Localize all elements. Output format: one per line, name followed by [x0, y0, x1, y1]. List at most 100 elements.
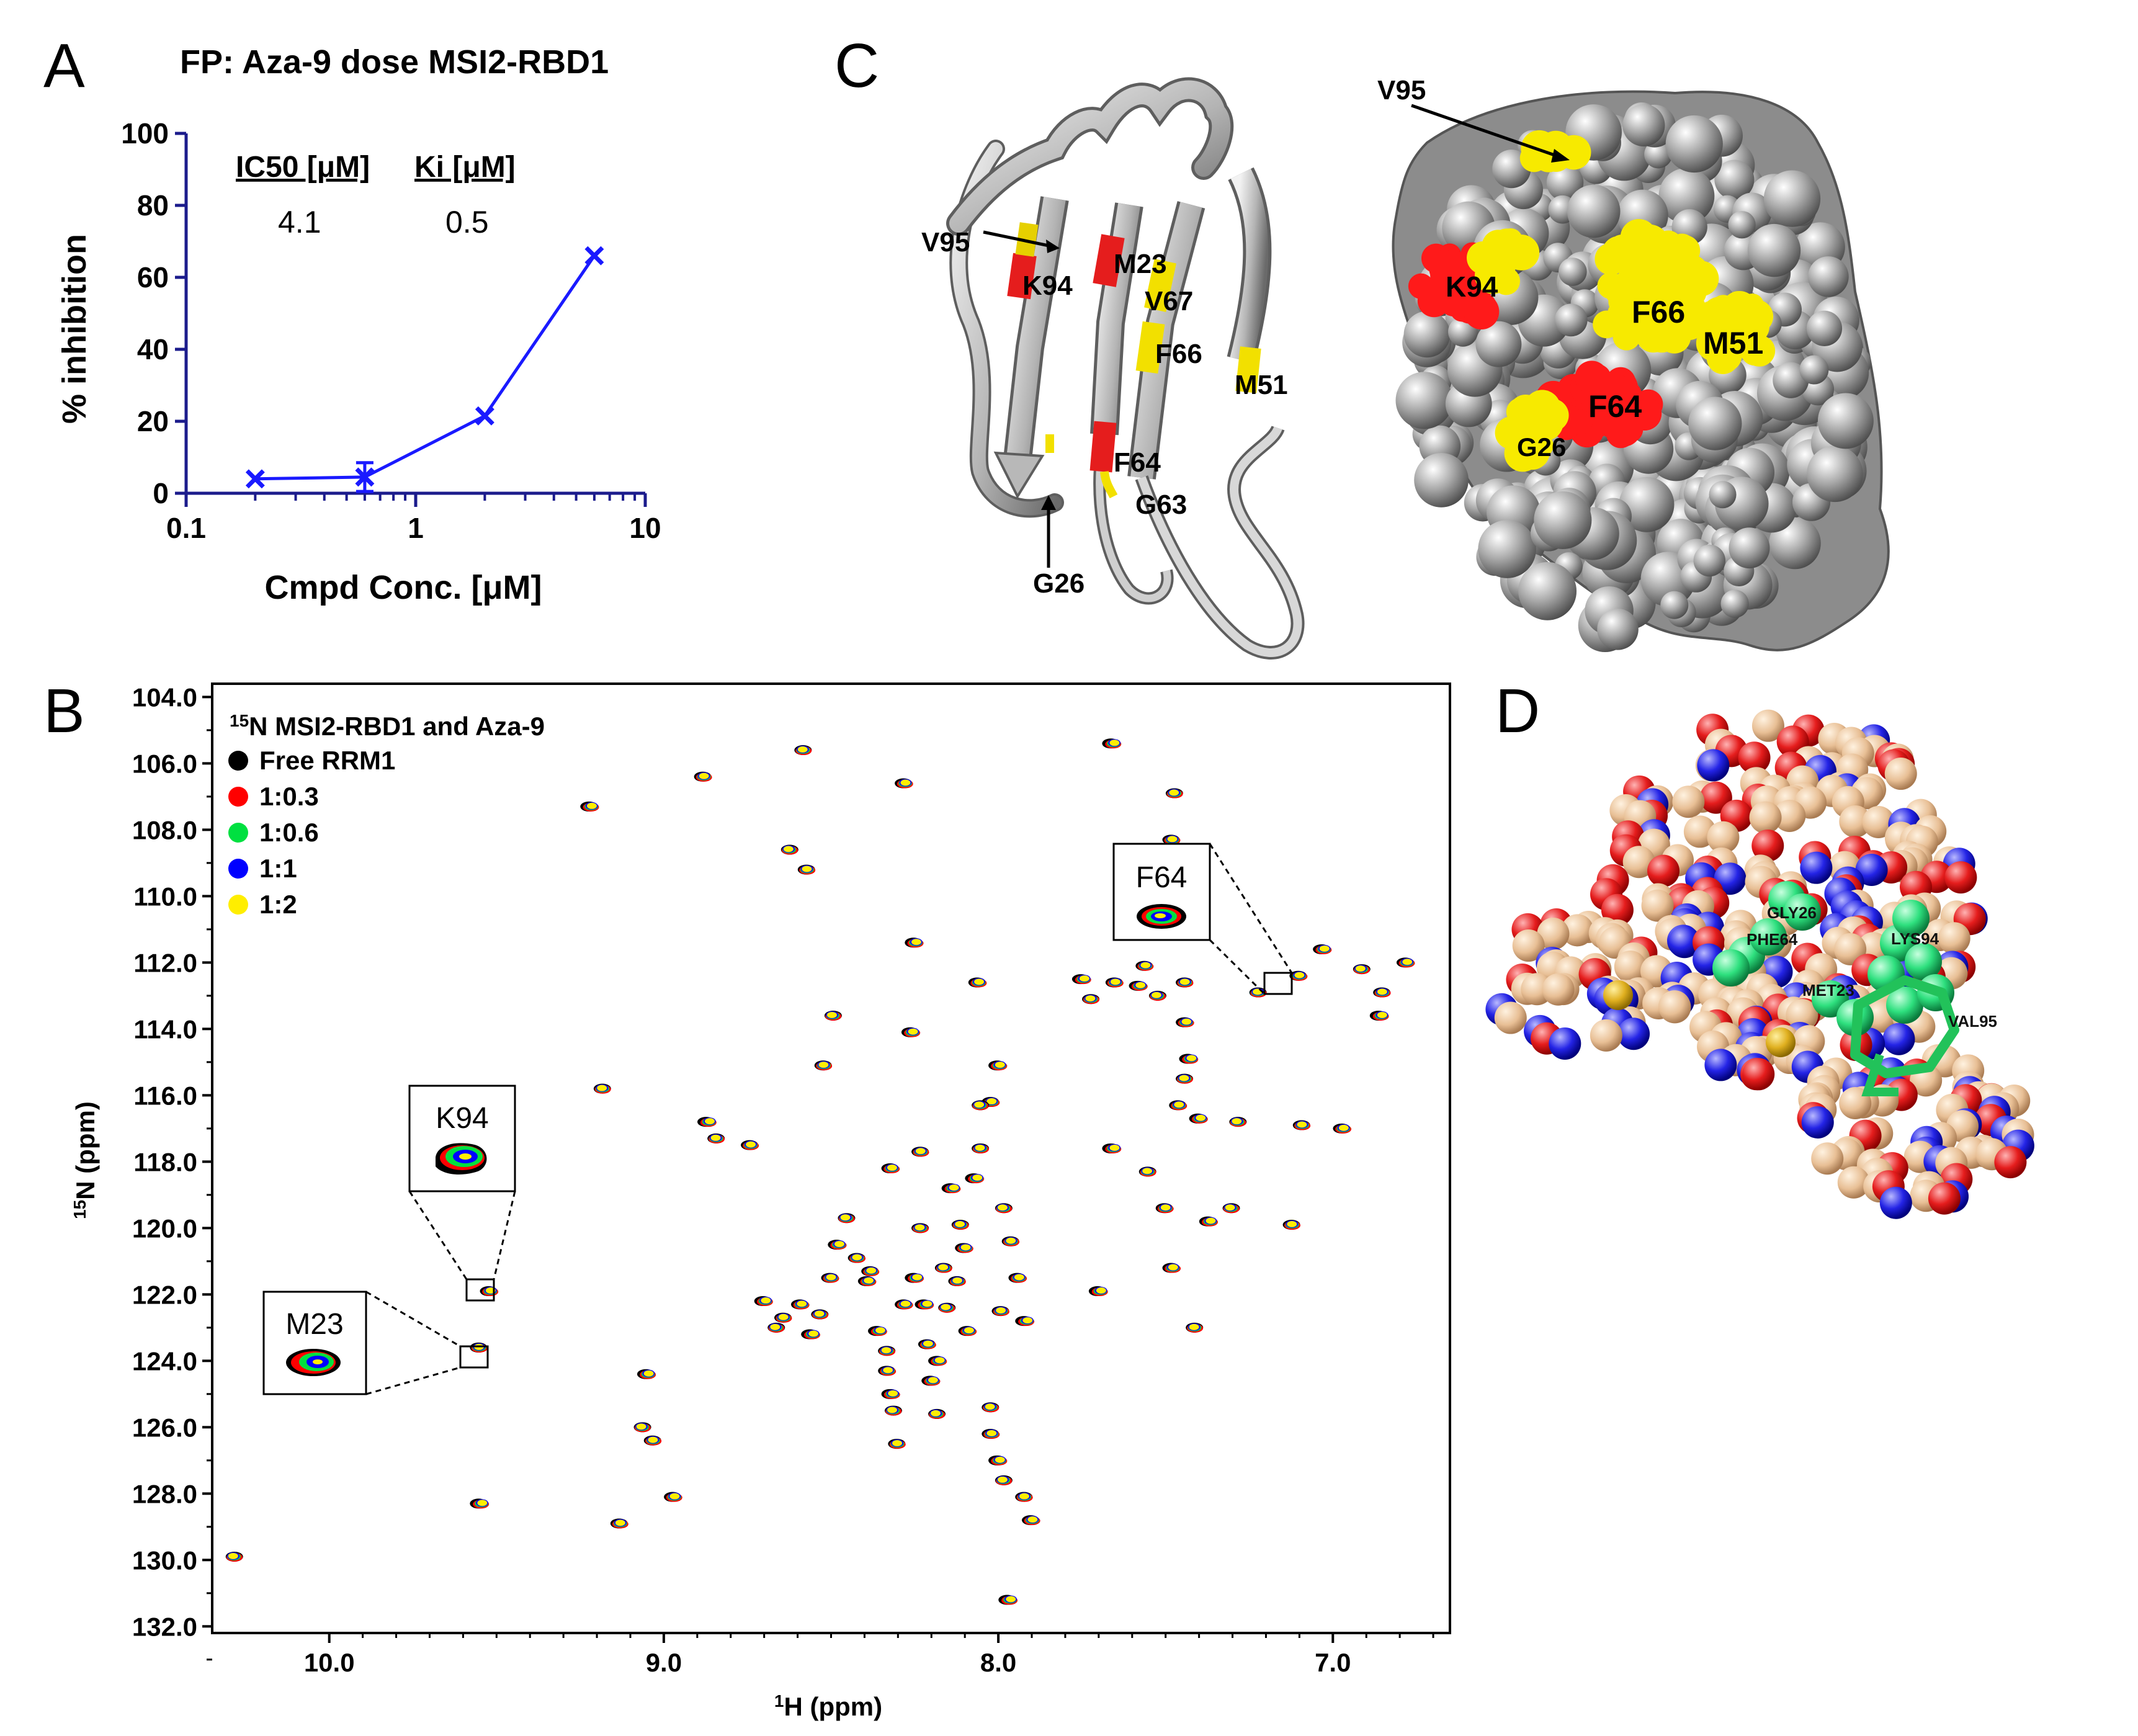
surface-label-f66: F66: [1632, 295, 1685, 329]
nmr-peak: [901, 1027, 921, 1037]
peak-1-2: [912, 1274, 923, 1281]
d-label-gly26: GLY26: [1767, 903, 1817, 922]
nmr-peak: [1022, 1515, 1040, 1526]
nmr-peak: [633, 1422, 651, 1433]
surface-patch-blob: [1616, 415, 1644, 443]
nmr-peak: [1102, 1143, 1122, 1153]
peak-1-2: [1151, 991, 1161, 998]
surface-patch-blob: [1518, 433, 1542, 458]
legend-item: 1:1: [228, 854, 297, 883]
atom-sphere: [1542, 973, 1575, 1006]
peak-1-2: [1297, 1121, 1307, 1128]
surface-patch-blob: [1645, 321, 1678, 353]
nmr-peak: [878, 1346, 896, 1356]
peak-1-2: [1006, 1237, 1016, 1244]
surface-bump: [1619, 477, 1675, 532]
nmr-peak: [697, 1117, 717, 1127]
nmr-peak: [915, 1299, 934, 1310]
surface-patch-blob: [1583, 364, 1611, 392]
space-filling-model: [1485, 709, 2034, 1219]
peak-1-2: [1179, 1075, 1189, 1081]
panel-a-axes: 0 20 40 60 80 100 0.1 1 10: [121, 117, 661, 544]
sulfur-sphere: [1603, 980, 1633, 1010]
surface-labels: V95 K94 F66 M51 F64 G26: [1377, 75, 1763, 462]
atom-sphere: [1537, 918, 1570, 951]
inset-k94-target-box: [465, 1278, 495, 1302]
nmr-peak: [895, 1299, 913, 1310]
atom-sphere: [1658, 991, 1691, 1024]
b-y-tick-label: 132.0: [132, 1612, 197, 1641]
a-x-tick-label: 0.1: [166, 512, 206, 544]
panel-a-title: FP: Aza-9 dose MSI2-RBD1: [180, 43, 609, 81]
nmr-peak: [1088, 1286, 1108, 1296]
peak-1-2: [997, 1204, 1008, 1211]
peak-1-2: [900, 1300, 911, 1307]
peak-1-2: [883, 1367, 893, 1374]
surface-label-f64: F64: [1588, 389, 1642, 424]
peak-1-2: [986, 1430, 997, 1437]
peak-1-2: [931, 1410, 941, 1416]
surface-bump: [1597, 609, 1639, 650]
surface-bump: [1763, 170, 1821, 227]
b-y-tick-label: 114.0: [133, 1014, 197, 1044]
nmr-peak: [1289, 970, 1308, 981]
a-marker-stroke: [584, 246, 604, 266]
nmr-peak: [911, 1147, 929, 1157]
nmr-xlabel-sup: 1: [774, 1691, 784, 1711]
g26-pointer-arrow: [1041, 495, 1056, 510]
ic50-header: IC50 [μM]: [236, 151, 370, 184]
nmr-peak: [1282, 1219, 1300, 1230]
surface-patch-blob: [1635, 398, 1661, 423]
legend-swatch: [228, 787, 248, 807]
legend-title-text: N MSI2-RBD1 and Aza-9: [249, 712, 545, 741]
nmr-peak: [991, 1306, 1009, 1317]
nmr-peak: [1105, 977, 1124, 988]
peak-1-2: [1167, 836, 1178, 843]
peak-1-2: [1140, 962, 1151, 969]
inset-m23: M23: [262, 1291, 489, 1395]
b-y-tick-label: 118.0: [133, 1147, 197, 1176]
nmr-peak: [1292, 1120, 1311, 1130]
peak-1-2: [934, 1357, 945, 1364]
peak-1-2: [1142, 1168, 1153, 1174]
nmr-peak: [928, 1356, 947, 1366]
peak-1-2: [938, 1264, 949, 1271]
nmr-peak: [774, 1312, 792, 1323]
atom-sphere: [1994, 1146, 2027, 1179]
inset-k94: K94: [408, 1085, 516, 1302]
surface-patch-blob: [1719, 337, 1742, 360]
molecular-surface: [1392, 90, 1890, 653]
atom-sphere: [1742, 1058, 1775, 1091]
peak-1-2: [1179, 978, 1190, 985]
nmr-peak: [801, 1329, 820, 1340]
surface-bump: [1747, 223, 1801, 277]
peak-1-2: [840, 1214, 851, 1221]
nmr-peak: [1129, 980, 1148, 991]
b-y-tick-label: 124.0: [132, 1346, 197, 1376]
peak-1-2: [964, 1327, 974, 1334]
d-label-val95: VAL95: [1948, 1012, 1997, 1031]
surface-bump: [1720, 589, 1749, 618]
surface-bump: [1665, 115, 1723, 173]
peak-1-2: [1294, 972, 1305, 978]
surface-bump: [1475, 321, 1522, 367]
nmr-peak: [781, 844, 798, 855]
nmr-peak: [1369, 1010, 1389, 1021]
surface-patch-blob: [1492, 267, 1520, 295]
nmr-peak: [888, 1439, 906, 1449]
nmr-peak: [824, 1010, 842, 1021]
peak-1-2: [797, 1300, 807, 1307]
atom-sphere: [1928, 1182, 1961, 1215]
peak-1-2: [974, 1101, 985, 1108]
ribbon-label-m51: M51: [1235, 370, 1288, 400]
legend-label: 1:0.6: [259, 818, 319, 847]
legend-swatch: [228, 751, 248, 771]
surface-bump: [1644, 140, 1673, 169]
panel-c: C: [834, 31, 1890, 660]
legend-label: 1:0.3: [259, 782, 319, 811]
nmr-peak: [895, 778, 913, 789]
peak-1-2: [852, 1254, 862, 1261]
legend-title-sup: 15: [230, 711, 249, 730]
legend-swatch: [228, 859, 248, 879]
nmr-peak: [958, 1326, 977, 1336]
